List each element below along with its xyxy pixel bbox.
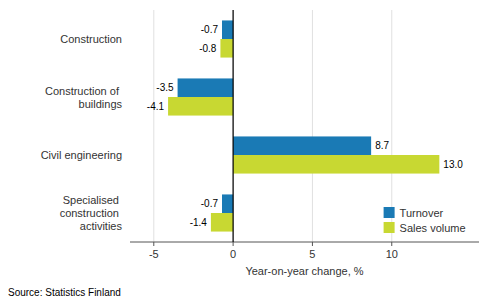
bar (222, 20, 233, 39)
legend: Turnover Sales volume (384, 207, 466, 234)
tick-mark (153, 242, 154, 246)
tick-label: 0 (230, 248, 236, 260)
data-label: -0.7 (201, 24, 219, 35)
bar (220, 39, 233, 58)
legend-swatch (384, 207, 395, 218)
data-label: 13.0 (443, 159, 463, 170)
grid (154, 10, 392, 242)
tick-mark (233, 242, 234, 246)
bar (168, 97, 233, 116)
legend-label: Sales volume (400, 222, 466, 234)
tick-label: -5 (149, 248, 159, 260)
tick-mark (312, 242, 313, 246)
grid-line (153, 10, 154, 242)
data-label: 8.7 (375, 140, 389, 151)
legend-swatch (384, 222, 395, 233)
x-axis-line (130, 242, 479, 243)
data-label: -0.7 (201, 198, 219, 209)
data-labels: -0.7 -0.8 -3.5 -4.1 8.7 13.0 -0.7 -1.4 (147, 24, 463, 228)
bar (233, 155, 439, 174)
bar (211, 213, 233, 232)
category-label: Specialised construction activities (60, 194, 123, 232)
x-axis-label: Year-on-year change, % (245, 265, 363, 277)
tick-label: 5 (309, 248, 315, 260)
tick-label: 10 (386, 248, 398, 260)
bar (222, 194, 233, 213)
category-label: Construction of buildings (45, 85, 123, 110)
tick-mark (391, 242, 392, 246)
grid-line (312, 10, 313, 242)
data-label: -0.8 (199, 43, 217, 54)
data-label: -3.5 (156, 82, 174, 93)
bars (168, 20, 439, 231)
bar (233, 136, 371, 155)
source-note: Source: Statistics Finland (8, 287, 121, 298)
legend-label: Turnover (400, 207, 444, 219)
category-label: Civil engineering (41, 149, 122, 161)
grid-line (233, 10, 234, 242)
category-label: Construction (60, 33, 122, 45)
zero-line (233, 10, 234, 242)
data-label: -1.4 (190, 217, 208, 228)
data-label: -4.1 (147, 101, 165, 112)
bar (178, 78, 234, 97)
chart: -5 0 5 10 -0.7 -0.8 -3.5 -4.1 8.7 13.0 -0.7 -1.4 Con… (0, 0, 493, 304)
